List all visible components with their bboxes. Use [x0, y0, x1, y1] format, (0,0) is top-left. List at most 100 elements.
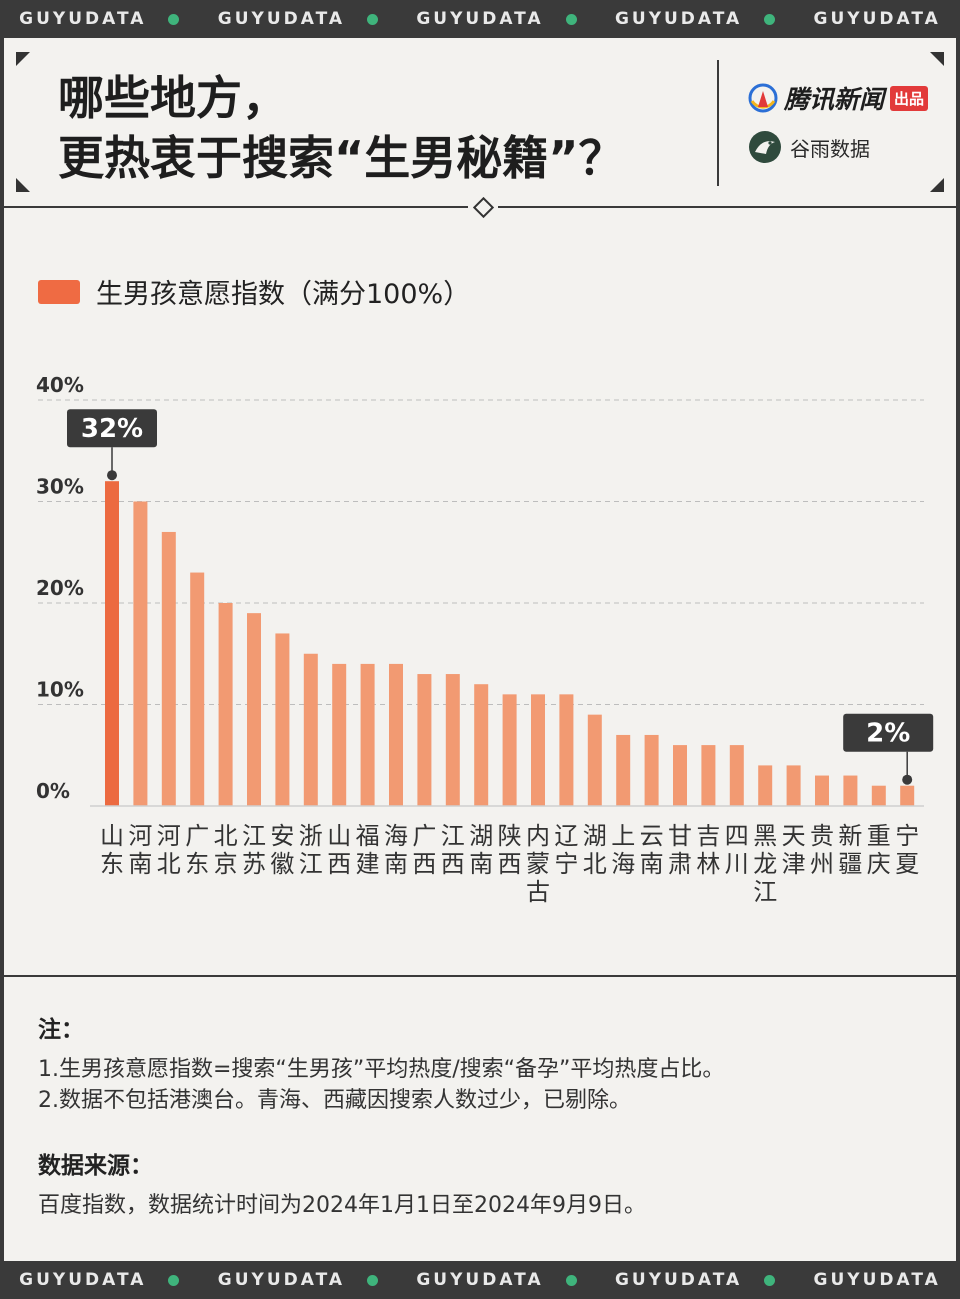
logo1-tag: 出品: [890, 85, 929, 111]
green-dot-icon: [565, 1274, 577, 1286]
note-line-2: 2.数据不包括港澳台。青海、西藏因搜索人数过少，已剔除。: [38, 1088, 631, 1113]
x-tick-label: 东: [100, 850, 124, 878]
brand-text: GUYUDATA: [813, 1270, 941, 1290]
x-tick-label: 西: [327, 850, 351, 878]
x-tick-label: 辽: [554, 822, 578, 850]
brand-text: GUYUDATA: [416, 1270, 544, 1290]
bar: [644, 734, 659, 806]
x-tick-label: 上: [611, 822, 635, 850]
x-tick-label: 龙: [753, 850, 777, 878]
x-tick-label: 内: [526, 822, 550, 850]
x-tick-label: 吉: [696, 822, 720, 850]
green-dot-icon: [764, 1274, 776, 1286]
x-tick-label: 东: [185, 850, 209, 878]
brand-text: GUYUDATA: [217, 1270, 346, 1290]
bar: [247, 613, 261, 806]
x-tick-label: 四: [725, 822, 749, 850]
bar: [445, 674, 460, 806]
bar: [531, 694, 545, 806]
corner-mark-icon: [16, 52, 30, 66]
x-tick-label: 西: [441, 850, 465, 878]
callout-box: [843, 713, 934, 752]
x-tick-label: 浙: [299, 822, 323, 850]
bar: [559, 694, 574, 806]
green-dot-icon: [764, 13, 776, 25]
callout-dot: [902, 774, 913, 785]
bar: [389, 663, 403, 806]
x-tick-label: 蒙: [526, 850, 550, 878]
x-tick-label: 津: [782, 850, 806, 878]
logo1-text: 腾讯新闻: [784, 85, 885, 114]
bar: [843, 775, 858, 806]
notes-heading: 注：: [38, 1017, 84, 1043]
bar: [303, 653, 318, 806]
bar: [190, 572, 205, 806]
bar-chart: 0%10%20%30%40%山东河南河北广东北京江苏安徽浙江山西福建海南广西江西…: [36, 373, 934, 906]
x-tick-label: 北: [157, 850, 181, 878]
callout-dot: [107, 470, 117, 481]
x-tick-label: 南: [640, 850, 664, 878]
x-tick-label: 北: [214, 822, 238, 850]
brand-text: GUYUDATA: [416, 9, 544, 29]
bar: [871, 785, 886, 806]
x-tick-label: 州: [810, 850, 834, 878]
chart-legend: 生男孩意愿指数（满分100%）: [38, 272, 470, 311]
title-line-2: 更热衷于搜索“生男秘籍”？: [58, 131, 625, 185]
green-dot-icon: [168, 1274, 180, 1286]
source-heading: 数据来源：: [38, 1153, 153, 1179]
logo2-text: 谷雨数据: [790, 136, 870, 161]
data-label: 2%: [866, 719, 910, 749]
x-tick-label: 建: [356, 850, 380, 878]
y-tick-label: 20%: [36, 576, 84, 600]
x-tick-label: 广: [185, 822, 209, 850]
x-tick-label: 海: [384, 822, 408, 850]
header: 哪些地方， 更热衷于搜索“生男秘籍”？ 腾讯新闻 出品 谷雨数据: [4, 38, 956, 208]
brand-text: GUYUDATA: [813, 9, 941, 29]
bar: [161, 531, 176, 806]
diamond-icon: [472, 196, 495, 219]
bar: [275, 633, 290, 806]
bar: [616, 734, 631, 806]
tencent-news-icon: [748, 83, 778, 113]
x-tick-label: 新: [838, 822, 862, 850]
green-dot-icon: [565, 13, 577, 25]
x-tick-label: 疆: [838, 850, 862, 878]
x-tick-label: 甘: [668, 822, 692, 850]
x-tick-label: 徽: [270, 850, 294, 878]
bar: [587, 714, 602, 806]
page-title: 哪些地方， 更热衷于搜索“生男秘籍”？: [58, 68, 624, 188]
bar: [417, 674, 432, 806]
data-label: 32%: [81, 414, 143, 444]
y-tick-label: 0%: [36, 779, 70, 803]
bar: [332, 663, 347, 806]
frame-right: [956, 38, 960, 1261]
brand-text: GUYUDATA: [19, 1270, 147, 1290]
bar: [360, 663, 375, 806]
bar: [133, 501, 148, 806]
x-tick-label: 重: [867, 822, 891, 850]
x-tick-label: 陕: [498, 822, 522, 850]
x-tick-label: 宁: [554, 850, 578, 878]
x-tick-label: 湖: [583, 822, 607, 850]
x-tick-label: 西: [498, 850, 522, 878]
x-tick-label: 江: [753, 878, 777, 906]
x-tick-label: 苏: [242, 850, 266, 878]
bar: [673, 745, 687, 806]
legend-label: 生男孩意愿指数（满分100%）: [96, 279, 471, 310]
brand-band-bottom: GUYUDATA GUYUDATA GUYUDATA GUYUDATA GUYU…: [0, 1261, 960, 1299]
x-tick-label: 南: [469, 850, 493, 878]
green-dot-icon: [367, 1274, 379, 1286]
x-tick-label: 湖: [469, 822, 493, 850]
x-tick-label: 川: [725, 850, 749, 878]
bar: [758, 765, 773, 806]
x-tick-label: 肃: [668, 850, 692, 878]
x-tick-label: 北: [583, 850, 607, 878]
x-tick-label: 天: [782, 822, 806, 850]
x-tick-label: 南: [384, 850, 408, 878]
bar: [815, 775, 829, 806]
y-tick-label: 10%: [36, 678, 84, 702]
notes-rule: [4, 975, 956, 977]
bar: [729, 745, 744, 806]
guyu-bird-icon: [749, 131, 781, 163]
x-tick-label: 西: [412, 850, 436, 878]
